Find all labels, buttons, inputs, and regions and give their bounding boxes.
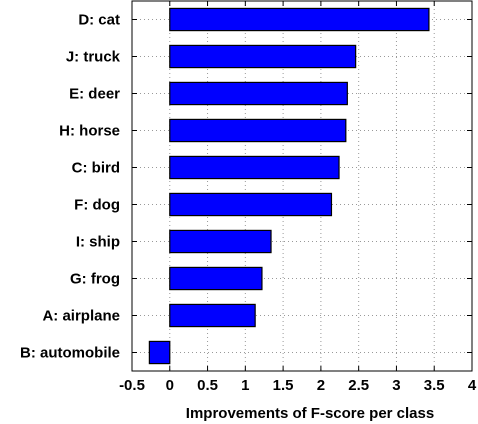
bar xyxy=(169,266,263,291)
x-tick-labels: -0.5 0 0.5 1 1.5 2 2.5 3 3.5 4 xyxy=(119,377,477,394)
bar xyxy=(169,155,340,180)
bar xyxy=(148,340,171,365)
category-label: G: frog xyxy=(70,271,120,288)
x-tick-label: 2 xyxy=(317,377,325,394)
category-label: B: automobile xyxy=(20,345,120,362)
category-label: E: deer xyxy=(69,86,120,103)
x-axis-title: Improvements of F-score per class xyxy=(186,405,434,422)
bar xyxy=(169,81,348,106)
bars xyxy=(148,7,430,365)
category-label: C: bird xyxy=(72,160,120,177)
x-tick-label: 3 xyxy=(392,377,400,394)
category-labels: D: cat J: truck E: deer H: horse C: bird F: d… xyxy=(20,12,121,362)
x-tick-label: 4 xyxy=(468,377,477,394)
x-tick-label: 1 xyxy=(241,377,249,394)
bar xyxy=(169,44,357,69)
category-label: I: ship xyxy=(76,234,120,251)
bar xyxy=(169,192,333,217)
category-label: F: dog xyxy=(74,197,120,214)
bar xyxy=(169,7,430,32)
x-tick-label: 0 xyxy=(166,377,174,394)
category-label: J: truck xyxy=(66,49,121,66)
bar xyxy=(169,118,347,143)
category-label: H: horse xyxy=(59,123,120,140)
category-label: D: cat xyxy=(78,12,120,29)
category-label: A: airplane xyxy=(42,308,120,325)
x-tick-label: -0.5 xyxy=(119,377,145,394)
bar xyxy=(169,303,256,328)
x-tick-label: 3.5 xyxy=(424,377,445,394)
plot-frame xyxy=(131,0,473,372)
x-tick-label: 0.5 xyxy=(197,377,218,394)
bar xyxy=(169,229,272,254)
ticks xyxy=(131,1,473,371)
x-tick-label: 2.5 xyxy=(348,377,369,394)
x-tick-label: 1.5 xyxy=(273,377,294,394)
